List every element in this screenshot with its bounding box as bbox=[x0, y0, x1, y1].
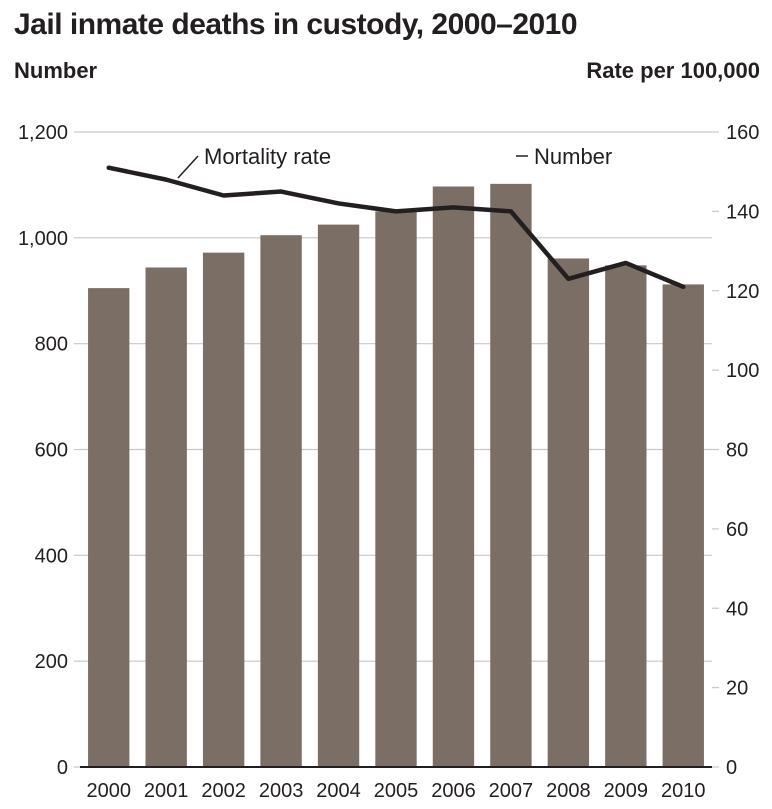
x-tick-label: 2010 bbox=[661, 780, 706, 802]
y-left-tick-label: 1,000 bbox=[18, 228, 68, 250]
y-right-tick-label: 40 bbox=[726, 598, 748, 620]
x-tick-label: 2001 bbox=[144, 780, 189, 802]
y-left-tick-label: 800 bbox=[35, 334, 68, 356]
y-left-tick-label: 400 bbox=[35, 545, 68, 567]
bar-2000 bbox=[88, 288, 130, 767]
bar-2005 bbox=[375, 211, 417, 767]
x-tick-label: 2000 bbox=[86, 780, 131, 802]
x-tick-label: 2008 bbox=[546, 780, 591, 802]
y-right-tick-label: 80 bbox=[726, 440, 748, 462]
bar-2006 bbox=[432, 186, 475, 768]
y-right-tick-label: 140 bbox=[726, 201, 759, 223]
mortality-rate-leader bbox=[177, 155, 199, 179]
x-tick-label: 2005 bbox=[374, 780, 419, 802]
y-left-tick-label: 1,200 bbox=[18, 122, 68, 144]
bar-2010 bbox=[662, 284, 704, 767]
number-bars bbox=[88, 183, 704, 768]
y-right-tick-label: 0 bbox=[726, 757, 737, 779]
bar-2002 bbox=[202, 252, 245, 767]
y-left-tick-label: 200 bbox=[35, 651, 68, 673]
tick-labels: 0 200 400 600 800 1,000 1,200 0 20 40 60 80 100 120 14… bbox=[18, 122, 759, 802]
y-right-tick-label: 60 bbox=[726, 519, 748, 541]
bar-2004 bbox=[317, 224, 360, 767]
bar-2001 bbox=[145, 267, 187, 767]
annotation-number: Number bbox=[534, 144, 612, 169]
axes bbox=[74, 131, 719, 768]
x-tick-label: 2004 bbox=[316, 780, 361, 802]
mortality-rate-line bbox=[106, 165, 686, 290]
x-tick-label: 2007 bbox=[489, 780, 534, 802]
annotation-mortality-rate: Mortality rate bbox=[204, 144, 331, 169]
y-left-tick-label: 0 bbox=[57, 757, 68, 779]
y-right-tick-label: 100 bbox=[726, 360, 759, 382]
x-tick-label: 2006 bbox=[431, 780, 476, 802]
bar-2007 bbox=[490, 183, 532, 767]
bar-2003 bbox=[260, 235, 302, 767]
x-tick-label: 2003 bbox=[259, 780, 304, 802]
y-left-tick-label: 600 bbox=[35, 440, 68, 462]
bar-2008 bbox=[547, 258, 590, 767]
y-right-tick-label: 20 bbox=[726, 678, 748, 700]
bar-2009 bbox=[605, 265, 647, 767]
x-tick-label: 2009 bbox=[604, 780, 649, 802]
y-right-tick-label: 160 bbox=[726, 122, 759, 144]
chart-title: Jail inmate deaths in custody, 2000–2010 bbox=[14, 8, 578, 41]
y-axis-right-label: Rate per 100,000 bbox=[586, 58, 760, 83]
y-axis-left-label: Number bbox=[14, 58, 98, 83]
x-tick-label: 2002 bbox=[201, 780, 246, 802]
y-right-tick-label: 120 bbox=[726, 281, 759, 303]
annotations: Mortality rate Number bbox=[177, 144, 612, 179]
